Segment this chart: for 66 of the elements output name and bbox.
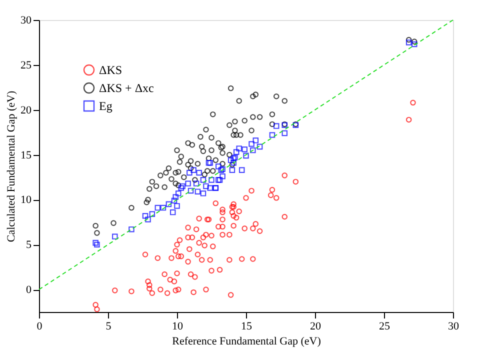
point — [178, 185, 184, 191]
y-tick-label: 20 — [20, 104, 32, 116]
point — [216, 164, 222, 170]
legend-label: Eg — [99, 99, 112, 113]
point — [174, 203, 180, 209]
point — [196, 170, 202, 176]
point — [200, 190, 206, 196]
point — [282, 130, 288, 136]
point — [160, 204, 166, 211]
point — [236, 146, 242, 152]
point — [194, 188, 201, 194]
point — [175, 190, 182, 196]
point — [200, 177, 206, 183]
x-tick-label: 10 — [172, 320, 184, 332]
point — [154, 204, 161, 211]
point — [188, 188, 194, 194]
point — [406, 40, 412, 46]
point — [92, 240, 98, 246]
point — [228, 157, 234, 164]
point — [248, 141, 254, 147]
point — [149, 211, 156, 217]
point — [238, 167, 245, 173]
legend-label: ΔKS — [99, 63, 122, 77]
x-tick-label: 30 — [448, 320, 460, 332]
point — [207, 185, 214, 191]
point — [145, 216, 151, 222]
x-tick-label: 20 — [310, 320, 322, 332]
point — [269, 132, 276, 138]
point — [185, 180, 191, 186]
y-axis-title: Calculated Fundamental Gap (eV) — [6, 90, 18, 242]
point — [411, 41, 418, 48]
y-tick-label: 15 — [20, 149, 32, 162]
point — [128, 226, 134, 232]
point — [250, 147, 256, 154]
point — [172, 194, 179, 200]
point — [233, 149, 240, 155]
point — [112, 234, 118, 240]
point — [220, 173, 226, 180]
point — [203, 183, 209, 190]
y-tick-label: 5 — [26, 239, 32, 252]
point — [252, 138, 259, 144]
point — [208, 177, 214, 183]
legend-label: ΔKS + Δxc — [99, 81, 154, 95]
point — [142, 212, 148, 219]
point — [180, 183, 186, 190]
y-tick-label: 0 — [26, 284, 32, 296]
point — [193, 180, 200, 186]
point — [171, 198, 178, 204]
point — [242, 146, 248, 152]
x-tick-label: 0 — [36, 320, 43, 332]
point — [166, 201, 172, 208]
y-tick-label: 30 — [20, 14, 32, 26]
x-tick-label: 15 — [241, 320, 252, 332]
point — [273, 123, 280, 129]
x-tick-label: 5 — [106, 320, 112, 332]
point — [94, 242, 100, 248]
point — [229, 167, 236, 173]
y-tick-label: 10 — [20, 194, 32, 206]
x-axis-title: Reference Fundamental Gap (eV) — [172, 336, 322, 348]
point — [190, 167, 196, 173]
point — [243, 152, 249, 159]
y-tick-label: 25 — [20, 59, 32, 72]
point — [170, 209, 176, 216]
point — [256, 144, 263, 150]
point — [186, 170, 192, 176]
x-tick-label: 25 — [379, 320, 390, 332]
